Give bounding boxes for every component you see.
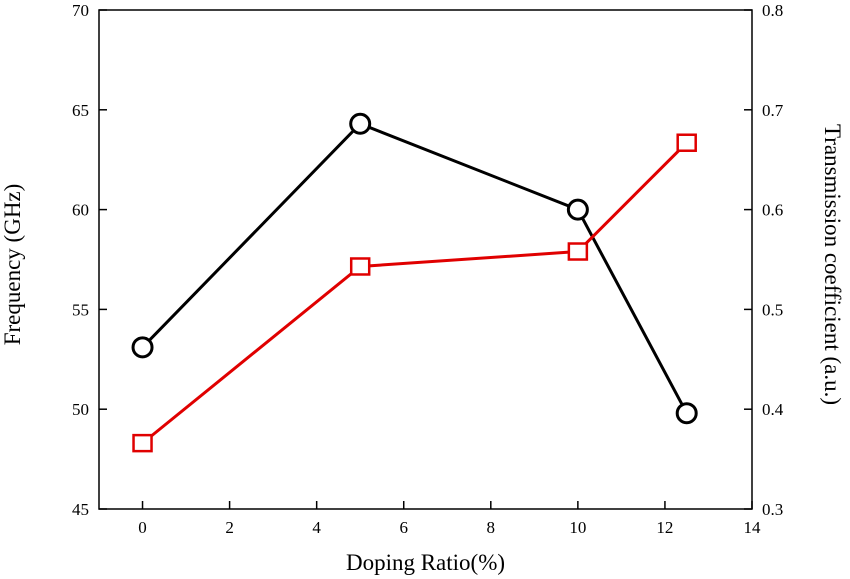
y-tick-label: 55 (72, 300, 89, 319)
plot-frame (98, 9, 753, 510)
x-tick-label: 6 (399, 518, 408, 537)
y2-tick-label: 0.4 (762, 400, 784, 419)
x-tick-label: 0 (138, 518, 147, 537)
series-2-point (676, 133, 697, 152)
y2-tick-label: 0.6 (762, 201, 783, 220)
series-2-point (349, 257, 371, 276)
y-tick-label: 60 (72, 201, 89, 220)
series-1-point (566, 198, 589, 221)
y2-tick-label: 0.8 (762, 1, 783, 20)
series-1-point (675, 402, 698, 425)
x-tick-label: 14 (744, 518, 762, 537)
x-tick-label: 10 (569, 518, 586, 537)
series-layer (131, 112, 698, 453)
y2-axis-title: Transmission coefficient (a.u.) (820, 124, 845, 405)
y2-tick-label: 0.7 (762, 101, 784, 120)
x-tick-label: 2 (225, 518, 234, 537)
y-tick-label: 45 (72, 500, 89, 519)
x-tick-label: 8 (487, 518, 496, 537)
y-tick-label: 70 (72, 1, 89, 20)
y-tick-label: 65 (72, 101, 89, 120)
x-tick-label: 12 (656, 518, 673, 537)
series-2-point (567, 242, 589, 261)
y-axis-title: Frequency (GHz) (0, 184, 25, 346)
series-1-point (131, 336, 154, 359)
x-tick-label: 4 (312, 518, 321, 537)
y-tick-label: 50 (72, 400, 89, 419)
x-axis-title: Doping Ratio(%) (346, 550, 505, 575)
y2-tick-label: 0.3 (762, 500, 783, 519)
series-1-point (349, 112, 372, 135)
series-2-point (132, 433, 153, 453)
y2-tick-label: 0.5 (762, 300, 783, 319)
series-line-2 (141, 141, 688, 445)
series-line-1 (141, 122, 689, 414)
ticks-layer: 0 2 4 6 8 10 12 14 45 50 55 60 65 70 0.3 0.4 0.5 0.6 0.7 0.… (72, 1, 784, 537)
